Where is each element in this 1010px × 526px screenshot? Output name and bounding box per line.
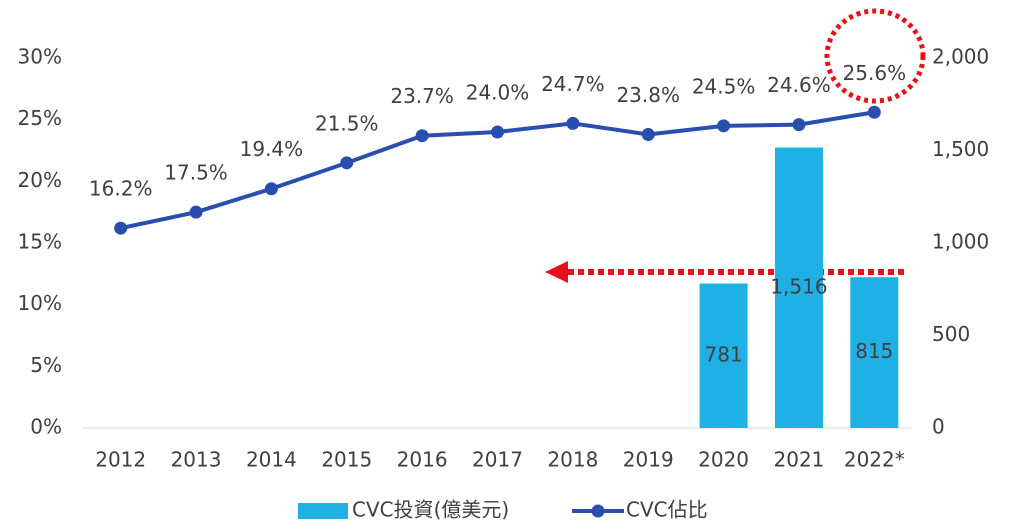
line-value-label: 16.2% bbox=[89, 177, 153, 201]
line-point bbox=[792, 118, 806, 132]
y-tick-label: 30% bbox=[18, 45, 62, 69]
bar-value-label: 781 bbox=[704, 342, 742, 366]
line-value-label: 24.5% bbox=[692, 74, 756, 98]
line-point bbox=[340, 156, 354, 170]
line-point bbox=[264, 182, 278, 196]
line-value-label: 23.8% bbox=[616, 83, 680, 107]
x-tick-label: 2013 bbox=[171, 448, 222, 472]
line-point bbox=[491, 125, 504, 139]
x-tick-label: 2014 bbox=[246, 448, 297, 472]
line-point bbox=[717, 119, 731, 133]
y2-tick-label: 1,500 bbox=[932, 137, 989, 161]
y-tick-label: 15% bbox=[18, 230, 62, 254]
y-tick-label: 25% bbox=[18, 106, 62, 130]
legend-label: CVC佔比 bbox=[626, 498, 708, 522]
bar bbox=[850, 277, 899, 428]
y2-tick-label: 0 bbox=[932, 415, 945, 439]
x-tick-label: 2019 bbox=[623, 448, 674, 472]
legend-label: CVC投資(億美元) bbox=[352, 498, 509, 522]
legend-swatch bbox=[298, 503, 348, 519]
x-tick-label: 2020 bbox=[698, 448, 749, 472]
x-tick-label: 2021 bbox=[774, 448, 825, 472]
x-tick-label: 2018 bbox=[547, 448, 598, 472]
x-tick-label: 2022* bbox=[844, 448, 905, 472]
highlight-circle bbox=[824, 8, 926, 104]
y-tick-label: 0% bbox=[30, 415, 62, 439]
y-tick-label: 20% bbox=[18, 168, 62, 192]
annotation-arrow bbox=[545, 261, 905, 283]
x-tick-label: 2012 bbox=[95, 448, 146, 472]
y2-tick-label: 2,000 bbox=[932, 45, 989, 69]
bar-value-label: 815 bbox=[855, 339, 893, 363]
y2-tick-label: 500 bbox=[932, 322, 970, 346]
y-tick-label: 10% bbox=[18, 291, 62, 315]
y-tick-label: 5% bbox=[30, 353, 62, 377]
line-point bbox=[566, 116, 580, 130]
bar bbox=[774, 147, 823, 429]
x-tick-label: 2017 bbox=[472, 448, 523, 472]
bar-value-label: 1,516 bbox=[770, 274, 827, 298]
line-value-label: 24.7% bbox=[541, 72, 605, 96]
line-value-label: 24.0% bbox=[466, 81, 530, 105]
legend-swatch bbox=[591, 504, 605, 518]
x-tick-label: 2015 bbox=[321, 448, 372, 472]
line-point bbox=[189, 205, 203, 219]
line-point bbox=[415, 129, 429, 143]
line-value-label: 21.5% bbox=[315, 111, 379, 135]
line-value-label: 19.4% bbox=[240, 137, 304, 161]
line-value-label: 17.5% bbox=[164, 161, 228, 185]
line-point bbox=[641, 127, 655, 141]
line-point bbox=[114, 221, 128, 235]
y2-tick-label: 1,000 bbox=[932, 230, 989, 254]
line-value-label: 23.7% bbox=[390, 84, 454, 108]
line-value-label: 25.6% bbox=[843, 61, 907, 85]
line-value-label: 24.6% bbox=[767, 73, 831, 97]
x-tick-label: 2016 bbox=[397, 448, 448, 472]
line-point bbox=[867, 105, 881, 119]
bar bbox=[699, 283, 748, 428]
